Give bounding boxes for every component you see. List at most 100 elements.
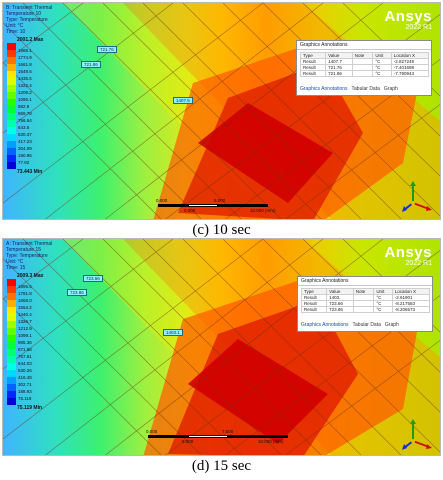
legend-swatch bbox=[7, 85, 16, 92]
legend-swatch bbox=[7, 384, 16, 391]
result-viewport-10s[interactable]: B: Transient Thermal Temperature 10 Type… bbox=[2, 2, 441, 220]
result-name: Temperature 15 bbox=[6, 247, 42, 253]
legend-label: 757.81 bbox=[18, 353, 32, 359]
scale-segment bbox=[158, 204, 188, 207]
legend-swatch bbox=[7, 127, 16, 134]
legend-label: 1895.5 bbox=[18, 283, 32, 289]
legend-swatch bbox=[7, 398, 16, 405]
legend-swatch bbox=[7, 64, 16, 71]
graphics-annotations-panel[interactable]: Graphics Annotations Type Value Note Unit Lo… bbox=[297, 276, 433, 332]
result-header: B: Transient Thermal Temperature 10 Type… bbox=[6, 5, 52, 35]
table-cell: 723.86 bbox=[326, 306, 354, 313]
legend-label: 1661.8 bbox=[18, 61, 32, 67]
legend-label: 1326.7 bbox=[18, 318, 32, 324]
table-row[interactable]: Result 723.86 °C -8.206573 bbox=[300, 306, 431, 313]
axis-triad-icon[interactable] bbox=[401, 417, 435, 451]
scale-label: 10.000 (mm) bbox=[250, 208, 276, 213]
tab-tabular-data[interactable]: Tabular Data bbox=[351, 86, 380, 92]
scale-bar: 0.000 0.000 5.000 10.000 (mm) bbox=[156, 198, 276, 214]
scale-label: 0.000 bbox=[156, 198, 168, 203]
legend-label: 1888.1 bbox=[18, 47, 32, 53]
legend-label: 1554.2 bbox=[18, 304, 32, 310]
analysis-name: B: Transient Thermal bbox=[6, 5, 53, 11]
probe-label[interactable]: 1403.1 bbox=[163, 329, 183, 336]
scale-segment bbox=[188, 204, 218, 207]
annotation-tabs: Graphics Annotations Tabular Data Graph bbox=[300, 86, 402, 92]
brand-version: 2022 R1 bbox=[405, 260, 432, 267]
scale-segment bbox=[228, 435, 288, 438]
legend-swatch bbox=[7, 349, 16, 356]
temperature-contour-plot bbox=[3, 239, 440, 455]
table-cell: Result bbox=[300, 306, 328, 313]
legend-label: 416.48 bbox=[18, 374, 32, 380]
tab-graphics-annotations[interactable]: Graphics Annotations bbox=[300, 86, 348, 92]
ansys-logo: Ansys 2022 R1 bbox=[384, 245, 432, 268]
result-time: Time: 15 bbox=[6, 265, 26, 271]
legend-swatch bbox=[7, 279, 16, 286]
table-cell: Result bbox=[299, 70, 327, 77]
table-cell: °C bbox=[372, 70, 392, 77]
table-cell: 721.86 bbox=[325, 70, 353, 77]
legend-swatch bbox=[7, 71, 16, 78]
table-row[interactable]: Result 721.76 °C -7.401698 bbox=[299, 64, 430, 71]
legend-label: 756.64 bbox=[18, 117, 32, 123]
tab-graph[interactable]: Graph bbox=[384, 322, 399, 328]
legend-label: 1322.4 bbox=[18, 82, 32, 88]
result-time: Time: 10 bbox=[6, 29, 26, 35]
legend-swatch bbox=[7, 155, 16, 162]
legend-label: 77.82 bbox=[18, 159, 30, 165]
legend-swatch bbox=[7, 307, 16, 314]
legend-label: 302.71 bbox=[18, 381, 32, 387]
axis-triad-icon[interactable] bbox=[401, 179, 435, 213]
legend-label: 1096.1 bbox=[18, 96, 32, 102]
probe-label[interactable]: 723.86 bbox=[67, 289, 87, 296]
analysis-name: A: Transient Thermal bbox=[6, 241, 53, 247]
legend-label: 1099.1 bbox=[18, 332, 32, 338]
graphics-annotations-panel[interactable]: Graphics Annotations Type Value Note Unit Lo… bbox=[296, 40, 432, 96]
table-cell: -7.790943 bbox=[390, 70, 430, 77]
probe-label[interactable]: 721.76 bbox=[97, 46, 117, 53]
tab-graphics-annotations[interactable]: Graphics Annotations bbox=[301, 322, 349, 328]
figure-caption: (d) 15 sec bbox=[191, 458, 252, 474]
annotation-tabs: Graphics Annotations Tabular Data Graph bbox=[301, 322, 403, 328]
result-name: Temperature 10 bbox=[6, 11, 42, 17]
legend-swatch bbox=[7, 391, 16, 398]
legend-label: 304.09 bbox=[18, 145, 32, 151]
legend-swatch bbox=[7, 134, 16, 141]
legend-label: 530.37 bbox=[18, 131, 32, 137]
scale-segment bbox=[218, 204, 268, 207]
legend-swatch bbox=[7, 50, 16, 57]
legend-swatch bbox=[7, 377, 16, 384]
annotations-title: Graphics Annotations bbox=[297, 41, 431, 50]
legend-min-label: 73.443 Min bbox=[17, 169, 43, 175]
legend-swatch bbox=[7, 113, 16, 120]
probe-label[interactable]: 721.86 bbox=[81, 61, 101, 68]
legend-swatch bbox=[7, 43, 16, 50]
legend-label: 190.96 bbox=[18, 152, 32, 158]
scale-segment bbox=[148, 435, 188, 438]
scale-label: 10.000 (mm) bbox=[258, 439, 284, 444]
table-cell: -8.206573 bbox=[391, 306, 431, 313]
legend-swatch bbox=[7, 120, 16, 127]
legend-label: 985.36 bbox=[18, 339, 32, 345]
legend-min-label: 75.119 Min bbox=[17, 405, 43, 411]
probe-label[interactable]: 723.66 bbox=[83, 275, 103, 282]
scale-label: 0.000 bbox=[146, 429, 158, 434]
legend-swatch bbox=[7, 370, 16, 377]
legend-swatch bbox=[7, 314, 16, 321]
legend-swatch bbox=[7, 363, 16, 370]
legend-swatch bbox=[7, 356, 16, 363]
legend-label: 871.58 bbox=[18, 346, 32, 352]
ansys-logo: Ansys 2022 R1 bbox=[384, 9, 432, 32]
tab-tabular-data[interactable]: Tabular Data bbox=[352, 322, 381, 328]
legend-label: 1781.8 bbox=[18, 290, 32, 296]
legend-label: 869.78 bbox=[18, 110, 32, 116]
legend-swatch bbox=[7, 148, 16, 155]
legend-label: 1668.0 bbox=[18, 297, 32, 303]
table-row[interactable]: Result 721.86 °C -7.790943 bbox=[299, 70, 430, 77]
tab-graph[interactable]: Graph bbox=[383, 86, 398, 92]
probe-label[interactable]: 1407.5 bbox=[173, 97, 193, 104]
legend-max-label: 2009.3 Max bbox=[17, 273, 44, 279]
result-viewport-15s[interactable]: A: Transient Thermal Temperature 15 Type… bbox=[2, 238, 441, 456]
scale-label: 5.000 bbox=[214, 198, 226, 203]
